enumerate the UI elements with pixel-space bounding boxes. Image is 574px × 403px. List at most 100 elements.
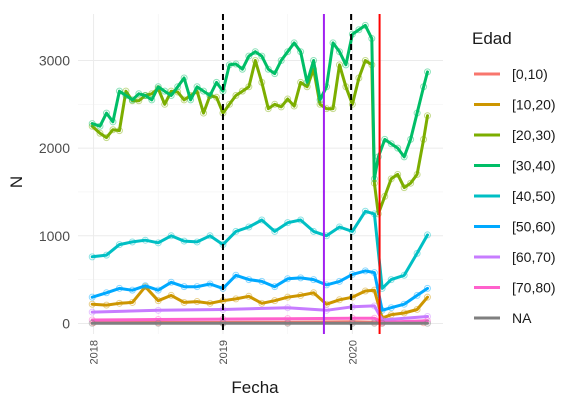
series-point-3-46 — [381, 135, 389, 143]
series-point-4-26 — [413, 249, 421, 257]
series-point-2-4 — [115, 127, 123, 135]
series-point-2-28 — [271, 100, 279, 108]
series-point-3-52 — [420, 83, 428, 91]
series-point-3-39 — [342, 61, 350, 69]
series-point-2-27 — [264, 105, 272, 113]
series-point-2-17 — [200, 109, 208, 117]
series-point-3-31 — [290, 39, 298, 47]
series-point-2-25 — [251, 56, 259, 64]
series-point-3-5 — [122, 92, 130, 100]
series-point-3-43 — [368, 35, 376, 43]
y-axis-ticks: 0 1000 2000 3000 — [39, 52, 70, 331]
series-point-4-20 — [348, 227, 356, 235]
y-tick-label-2: 2000 — [39, 140, 70, 156]
series-point-1-19 — [335, 296, 343, 304]
y-tick-label-3: 3000 — [39, 52, 70, 68]
series-point-4-24 — [387, 276, 395, 284]
series-point-5-5 — [154, 286, 162, 294]
y-tick-label-0: 0 — [62, 315, 70, 331]
series-point-5-24 — [387, 304, 395, 312]
series-point-2-2 — [102, 134, 110, 142]
series-point-7-3 — [284, 315, 292, 323]
series-point-3-24 — [245, 52, 253, 60]
series-point-2-1 — [96, 129, 104, 137]
series-point-2-41 — [355, 74, 363, 82]
series-point-3-48 — [394, 144, 402, 152]
series-point-4-13 — [258, 216, 266, 224]
series-point-2-46 — [381, 192, 389, 200]
series-point-3-2 — [102, 109, 110, 117]
series-point-2-23 — [238, 87, 246, 95]
series-point-3-23 — [238, 65, 246, 73]
series-point-8-3 — [284, 319, 292, 327]
series-point-3-44 — [370, 175, 378, 183]
series-point-3-28 — [271, 70, 279, 78]
series-point-3-37 — [329, 39, 337, 47]
series-point-4-12 — [245, 223, 253, 231]
series-point-6-5 — [348, 303, 356, 311]
series-point-3-41 — [355, 26, 363, 34]
series-point-1-17 — [310, 289, 318, 297]
series-point-2-47 — [387, 175, 395, 183]
series-point-1-7 — [180, 298, 188, 306]
x-axis-title: Fecha — [231, 378, 279, 397]
series-point-4-5 — [154, 239, 162, 247]
series-point-2-49 — [400, 184, 408, 192]
series-point-4-2 — [115, 241, 123, 249]
series-line-3 — [90, 23, 429, 181]
series-point-2-37 — [329, 105, 337, 113]
series-point-1-14 — [271, 297, 279, 305]
series-point-4-0 — [88, 253, 96, 261]
series-point-3-13 — [174, 83, 182, 91]
series-point-2-51 — [413, 170, 421, 178]
series-point-3-21 — [225, 61, 233, 69]
series-point-3-17 — [200, 87, 208, 95]
series-point-2-29 — [277, 103, 285, 111]
series-point-3-18 — [206, 92, 214, 100]
series-point-3-19 — [212, 78, 220, 86]
series-point-8-0 — [88, 319, 96, 327]
series-point-5-0 — [88, 293, 96, 301]
series-point-6-3 — [284, 304, 292, 312]
series-8 — [88, 319, 431, 327]
series-point-5-9 — [206, 280, 214, 288]
series-point-5-8 — [193, 283, 201, 291]
series-point-1-0 — [88, 300, 96, 308]
y-axis-title: N — [7, 176, 26, 188]
series-point-3-8 — [141, 92, 149, 100]
series-point-2-14 — [180, 96, 188, 104]
series-point-2-42 — [361, 56, 369, 64]
legend-label-5: [50,60) — [512, 219, 556, 235]
series-point-8-4 — [348, 319, 356, 327]
series-point-5-14 — [271, 283, 279, 291]
series-point-3-42 — [361, 21, 369, 29]
series-4 — [88, 207, 431, 292]
series-point-4-9 — [206, 232, 214, 240]
series-point-1-24 — [387, 311, 395, 319]
series-point-3-47 — [387, 140, 395, 148]
series-point-5-16 — [297, 274, 305, 282]
series-point-5-7 — [180, 283, 188, 291]
series-point-5-19 — [335, 277, 343, 285]
series-point-3-10 — [154, 83, 162, 91]
series-point-3-11 — [161, 87, 169, 95]
y-tick-label-1: 1000 — [39, 228, 70, 244]
series-point-3-25 — [251, 48, 259, 56]
series-point-3-40 — [348, 30, 356, 38]
series-point-6-1 — [154, 306, 162, 314]
series-point-1-27 — [423, 293, 431, 301]
series-point-1-9 — [206, 299, 214, 307]
series-point-5-26 — [413, 291, 421, 299]
series-point-2-48 — [394, 170, 402, 178]
series-point-2-3 — [109, 126, 117, 134]
series-point-3-26 — [258, 52, 266, 60]
series-point-3-49 — [400, 153, 408, 161]
series-point-4-19 — [335, 223, 343, 231]
series-point-3-12 — [167, 92, 175, 100]
series-point-4-11 — [232, 227, 240, 235]
series-point-4-16 — [297, 216, 305, 224]
series-line-4 — [90, 209, 429, 290]
series-point-1-5 — [154, 297, 162, 305]
series-point-3-3 — [109, 118, 117, 126]
